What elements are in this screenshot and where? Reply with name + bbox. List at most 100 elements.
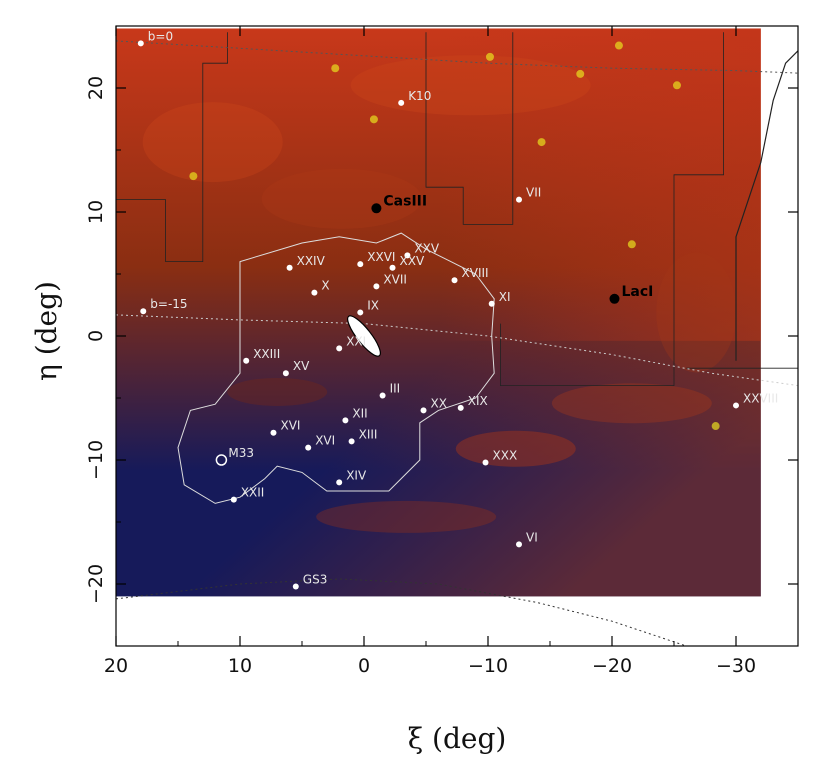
point-2 [609,293,620,304]
point-label-31: b=0 [148,29,173,43]
point-label-20: XVI [280,419,300,433]
point-label-9: XVII [383,272,407,286]
m31-ellipse [347,315,381,357]
point-7 [404,252,411,259]
point-11 [488,300,495,307]
dust-patch [551,383,712,424]
point-label-1: CasIII [383,193,427,209]
point-19 [342,417,349,424]
point-label-11: XI [499,290,511,304]
point-label-8: XXV [400,254,425,268]
dust-patch [455,430,576,467]
point-label-16: III [390,382,401,396]
point-label-5: X [321,279,329,293]
x-tick-label-2: 0 [358,655,370,677]
dust-patch [142,102,283,183]
dust-patch [656,252,737,373]
galactic-latitude-0 [116,40,798,74]
point-1 [371,203,382,214]
bright-speck [331,64,340,73]
axis-ticks: 20 10 0 −10 −20 −30 20 10 0 −10 −20 [85,25,799,677]
point-21 [348,438,355,445]
point-12 [357,309,364,316]
point-4 [286,264,293,271]
y-tick-label-2: 0 [85,330,107,342]
point-label-18: XIX [468,394,488,408]
point-10 [451,277,458,284]
field-boundary [735,50,798,361]
point-label-17: XX [431,396,447,410]
point-15 [282,370,289,377]
y-tick-label-3: −10 [85,440,107,480]
bright-speck [614,41,623,50]
x-axis-title: ξ (deg) [408,722,507,755]
y-tick-label-4: −20 [85,564,107,604]
y-tick-label-0: 20 [85,76,107,100]
point-9 [373,283,380,290]
point-label-14: XXIII [253,347,280,361]
dust-patch [316,500,497,533]
point-label-2: LacI [621,284,653,300]
point-17 [420,407,427,414]
point-label-25: XXII [241,486,265,500]
bright-speck [485,52,494,61]
point-label-28: M33 [228,446,254,460]
point-18 [457,404,464,411]
point-label-10: XVIII [462,266,489,280]
y-axis-title: η (deg) [30,281,63,381]
x-tick-label-1: 10 [228,655,252,677]
point-3 [516,196,522,203]
point-30 [140,308,147,315]
bright-speck [189,172,198,181]
galaxy-markers [137,40,739,590]
point-16 [379,392,386,399]
point-31 [137,40,144,47]
point-0 [398,99,405,106]
bright-speck [711,422,720,431]
point-label-22: XVI [315,434,335,448]
point-24 [336,479,343,486]
y-tick-label-1: 10 [85,200,107,224]
point-27 [733,402,739,409]
point-26 [516,541,522,548]
point-5 [311,289,318,296]
point-label-7: XXV [414,241,439,255]
point-22 [305,444,312,451]
survey-footprint [177,232,495,504]
point-13 [336,345,343,352]
dust-patch [261,168,422,229]
overlay-lines [116,32,798,646]
point-label-29: GS3 [303,572,328,586]
field-boundary [500,32,724,386]
point-label-24: XIV [346,468,367,482]
point-6 [357,261,364,268]
point-14 [243,357,250,364]
dust-patch [227,377,328,406]
field-boundary [116,32,228,262]
point-23 [482,459,489,466]
point-label-6: XXVI [367,250,395,264]
point-label-27: XXVIII [743,391,778,405]
bright-speck [672,81,681,90]
point-label-19: XII [352,406,367,420]
point-label-12: IX [367,298,379,312]
x-tick-label-3: −10 [468,655,508,677]
bright-speck [576,69,585,78]
point-label-21: XIII [359,427,378,441]
point-20 [270,429,277,436]
point-label-23: XXX [493,448,518,462]
sky-image [116,28,761,597]
point-label-15: XV [293,359,310,373]
field-boundary [425,32,514,225]
point-label-3: VII [526,186,541,200]
x-tick-label-0: 20 [104,655,128,677]
x-tick-label-5: −30 [716,655,756,677]
point-8 [389,264,396,271]
dust-patch [350,55,591,116]
bright-speck [537,138,546,147]
bright-speck [369,115,378,124]
point-29 [292,583,299,590]
point-label-13: XXI [346,334,366,348]
